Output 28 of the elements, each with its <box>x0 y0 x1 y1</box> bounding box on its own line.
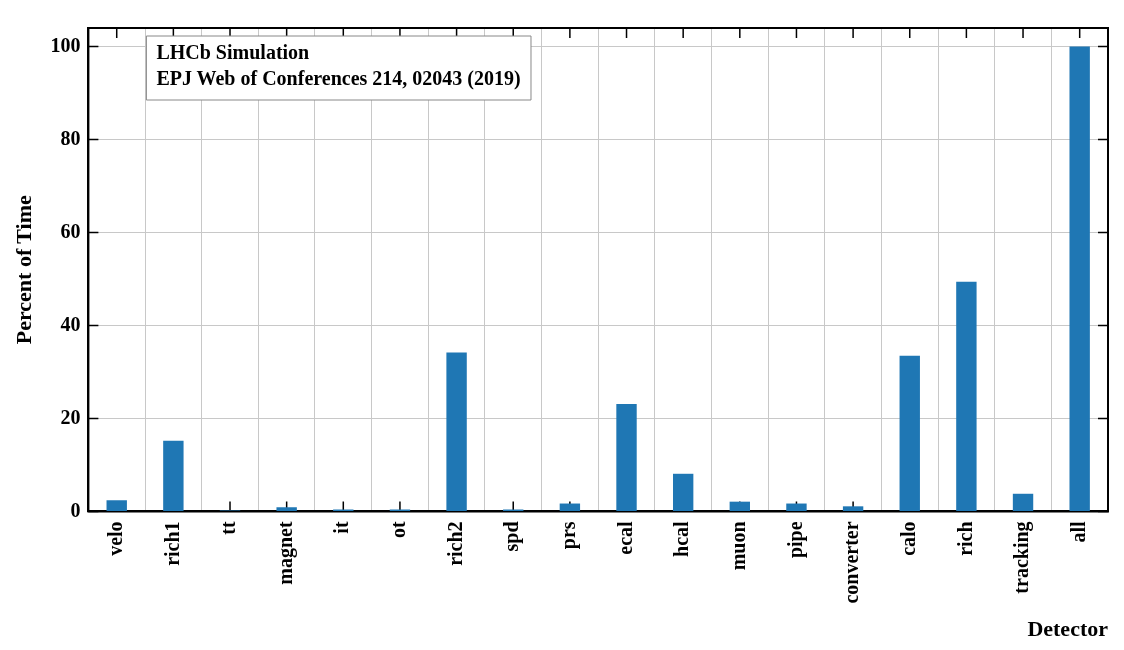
x-tick-label: magnet <box>273 521 297 585</box>
y-tick-label: 100 <box>50 33 81 56</box>
x-tick-label: calo <box>896 521 919 556</box>
x-tick-label: velo <box>103 521 126 556</box>
x-tick-label: all <box>1066 521 1089 543</box>
y-tick-label: 0 <box>70 498 81 521</box>
x-tick-label: rich2 <box>443 521 466 566</box>
x-tick-label: converter <box>840 521 863 604</box>
x-tick-label: rich1 <box>160 521 183 566</box>
x-axis-title: Detector <box>1027 616 1109 642</box>
y-axis-title: Percent of Time <box>10 194 36 345</box>
x-tick-label: pipe <box>783 521 807 559</box>
x-tick-label: tracking <box>1010 521 1034 594</box>
y-tick-label: 20 <box>60 405 81 428</box>
x-tick-label: it <box>330 521 353 534</box>
y-tick-label: 60 <box>60 219 81 242</box>
x-tick-label: prs <box>557 521 581 550</box>
x-tick-label: spd <box>500 521 524 552</box>
y-tick-label: 80 <box>60 126 81 149</box>
x-tick-label: ecal <box>613 520 636 555</box>
annotation: LHCb Simulation <box>156 41 310 64</box>
x-tick-label: rich <box>953 521 976 556</box>
annotation: EPJ Web of Conferences 214, 02043 (2019) <box>156 67 521 91</box>
x-tick-label: tt <box>217 521 240 535</box>
x-tick-label: muon <box>726 521 749 571</box>
x-tick-label: hcal <box>670 520 693 557</box>
x-tick-label: ot <box>387 521 410 539</box>
y-tick-label: 40 <box>60 312 81 335</box>
